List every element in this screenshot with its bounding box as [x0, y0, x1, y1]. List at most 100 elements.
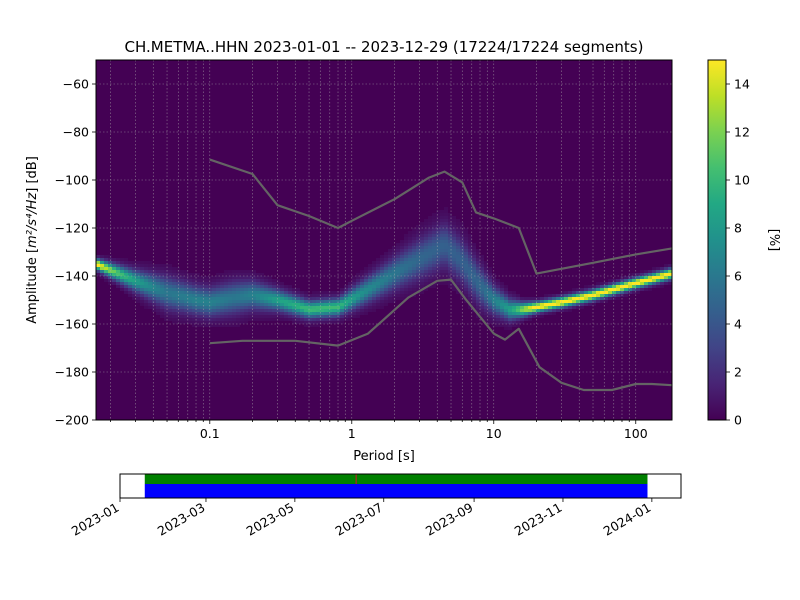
- density-cell: [464, 261, 468, 264]
- density-cell: [200, 312, 204, 315]
- density-cell: [256, 312, 260, 315]
- density-cell: [156, 264, 160, 267]
- density-cell: [200, 324, 204, 327]
- density-cell: [392, 279, 396, 282]
- density-cell: [412, 255, 416, 258]
- density-cell: [168, 267, 172, 270]
- density-cell: [264, 294, 268, 297]
- density-cell: [232, 276, 236, 279]
- density-cell: [144, 306, 148, 309]
- density-cell: [392, 261, 396, 264]
- density-cell: [236, 315, 240, 318]
- density-cell: [360, 306, 364, 309]
- density-cell: [172, 315, 176, 318]
- density-cell: [324, 303, 328, 306]
- density-cell: [288, 306, 292, 309]
- density-cell: [340, 288, 344, 291]
- density-cell: [496, 285, 500, 288]
- density-cell: [104, 273, 108, 276]
- density-cell: [132, 273, 136, 276]
- density-cell: [224, 294, 228, 297]
- density-cell: [244, 279, 248, 282]
- density-cell: [412, 264, 416, 267]
- density-cell: [480, 303, 484, 306]
- density-cell: [256, 300, 260, 303]
- density-cell: [648, 270, 652, 273]
- density-cell: [496, 297, 500, 300]
- density-cell: [244, 291, 248, 294]
- density-cell: [184, 276, 188, 279]
- density-cell: [584, 300, 588, 303]
- density-cell: [348, 291, 352, 294]
- density-cell: [420, 222, 424, 225]
- density-cell: [224, 306, 228, 309]
- density-cell: [176, 267, 180, 270]
- density-cell: [400, 246, 404, 249]
- density-cell: [152, 297, 156, 300]
- density-cell: [652, 279, 656, 282]
- density-cell: [224, 315, 228, 318]
- density-cell: [168, 306, 172, 309]
- density-cell: [380, 303, 384, 306]
- density-cell: [264, 318, 268, 321]
- density-cell: [236, 285, 240, 288]
- density-cell: [412, 273, 416, 276]
- density-cell: [440, 231, 444, 234]
- density-cell: [156, 282, 160, 285]
- density-cell: [404, 246, 408, 249]
- density-cell: [352, 279, 356, 282]
- density-cell: [644, 276, 648, 279]
- density-cell: [488, 300, 492, 303]
- density-cell: [404, 273, 408, 276]
- density-cell: [460, 288, 464, 291]
- density-cell: [524, 303, 528, 306]
- density-cell: [332, 294, 336, 297]
- density-cell: [164, 315, 168, 318]
- density-cell: [392, 264, 396, 267]
- density-cell: [480, 309, 484, 312]
- density-cell: [432, 231, 436, 234]
- density-cell: [104, 270, 108, 273]
- density-cell: [520, 312, 524, 315]
- density-cell: [420, 291, 424, 294]
- density-cell: [436, 243, 440, 246]
- density-cell: [272, 297, 276, 300]
- density-cell: [136, 300, 140, 303]
- density-cell: [352, 303, 356, 306]
- density-cell: [116, 261, 120, 264]
- density-cell: [296, 303, 300, 306]
- density-cell: [108, 258, 112, 261]
- density-cell: [380, 270, 384, 273]
- density-cell: [448, 246, 452, 249]
- density-cell: [420, 276, 424, 279]
- density-cell: [456, 219, 460, 222]
- density-cell: [632, 273, 636, 276]
- density-cell: [440, 225, 444, 228]
- density-cell: [192, 291, 196, 294]
- density-cell: [520, 309, 524, 312]
- density-cell: [584, 285, 588, 288]
- density-cell: [648, 273, 652, 276]
- density-cell: [256, 294, 260, 297]
- y-tick-label: −140: [55, 269, 89, 284]
- x-tick-label: 1: [348, 426, 356, 441]
- density-cell: [128, 264, 132, 267]
- density-cell: [440, 213, 444, 216]
- density-cell: [256, 297, 260, 300]
- density-cell: [432, 222, 436, 225]
- density-cell: [480, 264, 484, 267]
- density-cell: [236, 294, 240, 297]
- density-cell: [532, 312, 536, 315]
- density-cell: [580, 288, 584, 291]
- density-cell: [116, 273, 120, 276]
- density-cell: [220, 309, 224, 312]
- density-cell: [180, 282, 184, 285]
- density-cell: [432, 246, 436, 249]
- density-cell: [292, 297, 296, 300]
- density-cell: [500, 306, 504, 309]
- density-cell: [636, 291, 640, 294]
- density-cell: [124, 270, 128, 273]
- density-cell: [308, 312, 312, 315]
- density-cell: [468, 288, 472, 291]
- density-cell: [204, 294, 208, 297]
